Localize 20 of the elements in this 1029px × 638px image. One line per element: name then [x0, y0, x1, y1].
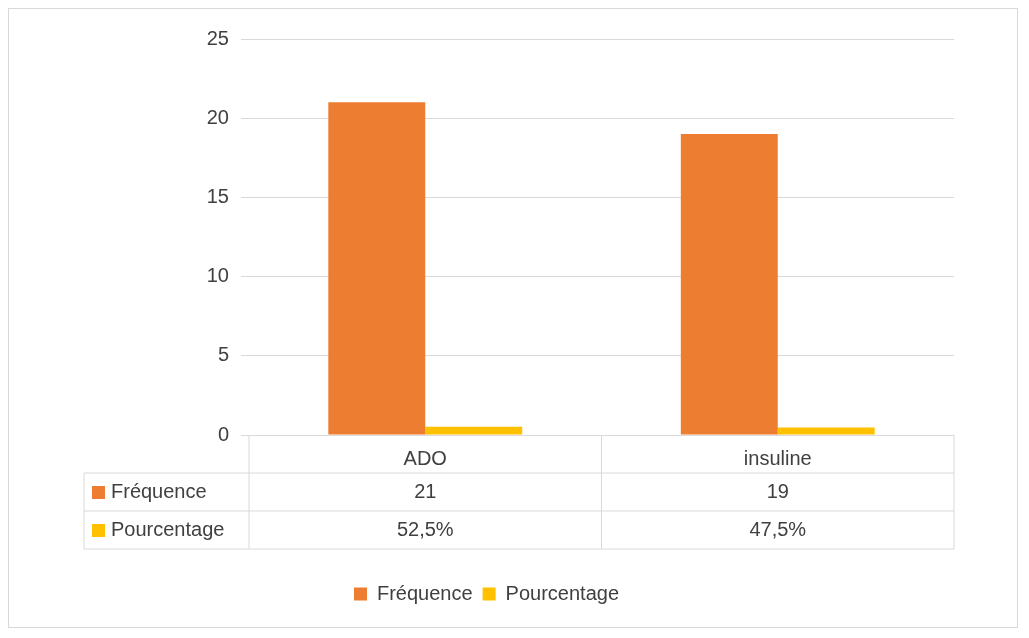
y-tick-label: 20 — [206, 105, 229, 128]
legend-label: Pourcentage — [505, 581, 620, 604]
legend-label: Fréquence — [111, 479, 207, 502]
y-tick-label: 25 — [206, 26, 229, 49]
text: Fréquence — [376, 581, 473, 604]
data-label: 19 — [766, 479, 789, 502]
bar — [680, 134, 778, 435]
bar — [425, 426, 523, 435]
x-tick-label: insuline — [743, 446, 812, 469]
data-label: 52,5% — [396, 517, 454, 540]
y-tick-label: 15 — [206, 184, 229, 207]
x-tick-label: ADO — [403, 446, 447, 469]
data-label: 21 — [414, 479, 437, 502]
data-label: 47,5% — [749, 517, 807, 540]
y-tick-label: 10 — [206, 264, 229, 287]
bar — [328, 102, 426, 435]
text: Pourcentage — [111, 517, 225, 540]
bar — [777, 427, 875, 435]
y-tick-label: 0 — [217, 422, 229, 445]
y-tick-label: 5 — [217, 343, 229, 366]
